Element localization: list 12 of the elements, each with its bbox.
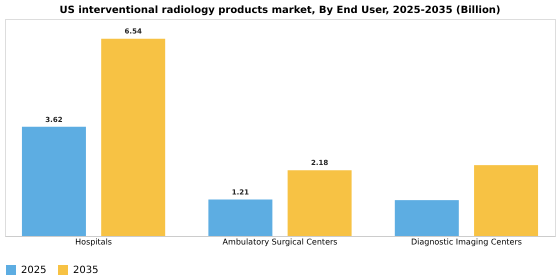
x-tick-label: Hospitals	[75, 238, 112, 246]
legend-label: 2025	[21, 265, 46, 276]
x-tick-label: Diagnostic Imaging Centers	[410, 238, 522, 246]
bar	[288, 170, 352, 236]
bar	[101, 38, 166, 236]
x-tick-label: Ambulatory Surgical Centers	[222, 238, 338, 246]
chart-title: US interventional radiology products market, By End User, 2025-2035 (Billion)	[60, 5, 500, 16]
bar	[394, 200, 459, 236]
bar	[208, 200, 272, 236]
bar	[22, 126, 86, 236]
legend-label: 2035	[73, 265, 98, 276]
bar	[474, 165, 538, 236]
